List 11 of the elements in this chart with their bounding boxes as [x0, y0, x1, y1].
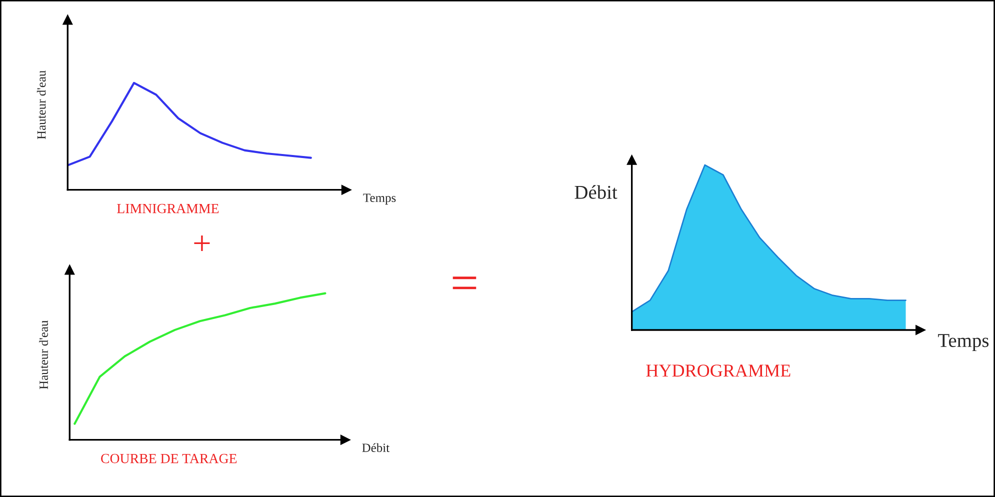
text: =: [452, 276, 476, 290]
y-axis-title: Débit: [574, 185, 618, 199]
text: +: [194, 235, 210, 251]
text: HYDROGRAMME: [646, 364, 790, 377]
y-axis-title: Hauteur d'eau: [36, 70, 46, 140]
y-axis-title: Hauteur d'eau: [39, 320, 48, 390]
text: COURBE DE TARAGE: [101, 454, 237, 464]
x-axis-title: Temps: [363, 194, 396, 205]
x-axis-title: Temps: [938, 334, 989, 352]
x-axis-title: Débit: [362, 443, 390, 452]
text: LIMNIGRAMME: [117, 204, 219, 214]
